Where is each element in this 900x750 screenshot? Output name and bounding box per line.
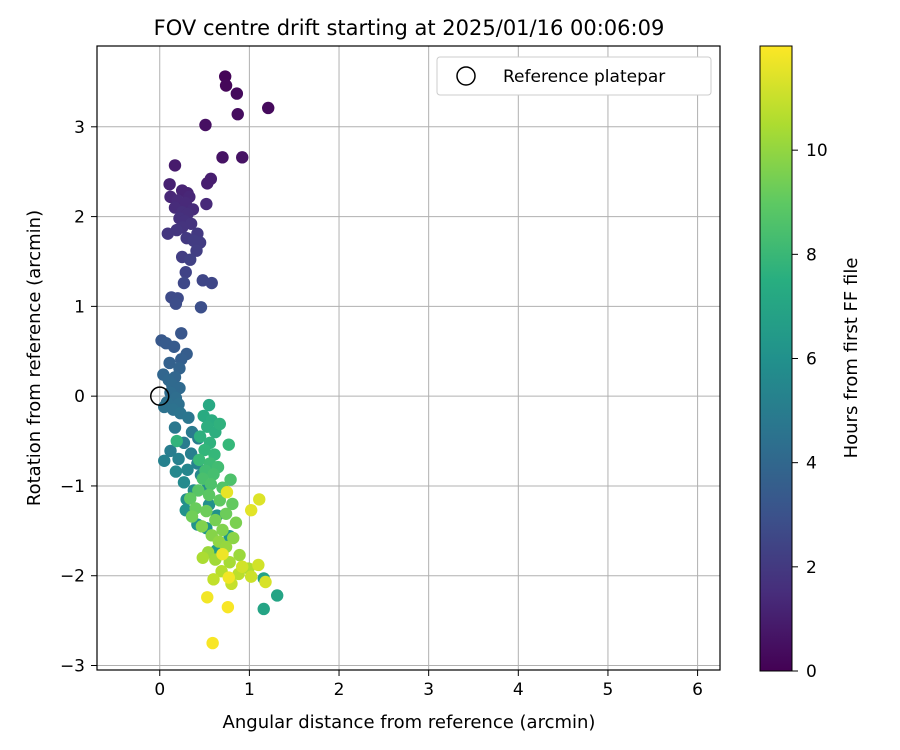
scatter-point (197, 552, 209, 564)
scatter-point (231, 87, 243, 99)
x-tick-label: 6 (692, 680, 703, 700)
x-tick-label: 1 (244, 680, 255, 700)
scatter-point (203, 489, 215, 501)
scatter-point (203, 399, 215, 411)
scatter-point (193, 454, 205, 466)
scatter-point (170, 297, 182, 309)
scatter-point (206, 277, 218, 289)
y-axis-ticks: −3 −2 −1 0 1 2 3 (60, 118, 97, 677)
scatter-point (169, 421, 181, 433)
scatter-point (245, 504, 257, 516)
scatter-point (216, 548, 228, 560)
x-axis-label: Angular distance from reference (arcmin) (223, 712, 596, 733)
colorbar-tick-label: 4 (806, 454, 817, 474)
y-tick-label: −3 (60, 657, 85, 677)
scatter-point (168, 341, 180, 353)
scatter-point (200, 198, 212, 210)
colorbar-tick-label: 0 (806, 662, 817, 682)
colorbar-label: Hours from first FF file (841, 258, 862, 459)
scatter-point (195, 301, 207, 313)
scatter-point (216, 524, 228, 536)
scatter-point (253, 493, 265, 505)
scatter-point (199, 119, 211, 131)
colorbar: 0 2 4 6 8 10 Hours from first FF file (760, 46, 862, 682)
y-tick-label: 1 (74, 297, 85, 317)
colorbar-tick-label: 6 (806, 350, 817, 370)
scatter-point (230, 517, 242, 529)
scatter-point (184, 253, 196, 265)
scatter-point (181, 464, 193, 476)
scatter-point (220, 79, 232, 91)
scatter-point (233, 549, 245, 561)
x-axis-ticks: 0 1 2 3 4 5 6 (154, 670, 703, 700)
colorbar-gradient (760, 46, 792, 671)
colorbar-tick-label: 10 (806, 141, 828, 161)
scatter-point (271, 589, 283, 601)
scatter-point (170, 465, 182, 477)
scatter-point (252, 559, 264, 571)
scatter-point (232, 108, 244, 120)
x-tick-label: 4 (513, 680, 524, 700)
scatter-point (220, 508, 232, 520)
scatter-point (216, 151, 228, 163)
scatter-point (259, 576, 271, 588)
scatter-point (245, 570, 257, 582)
scatter-point (162, 227, 174, 239)
scatter-point (196, 520, 208, 532)
scatter-point (258, 603, 270, 615)
scatter-point (209, 514, 221, 526)
scatter-point (169, 159, 181, 171)
scatter-point (262, 102, 274, 114)
scatter-point (206, 637, 218, 649)
scatter-point (178, 277, 190, 289)
scatter-point (200, 505, 212, 517)
scatter-point (221, 486, 233, 498)
scatter-point (158, 455, 170, 467)
scatter-point (201, 177, 213, 189)
scatter-point (223, 571, 235, 583)
scatter-point (207, 573, 219, 585)
scatter-point (236, 151, 248, 163)
y-axis-label: Rotation from reference (arcmin) (24, 210, 45, 506)
y-tick-label: −1 (60, 477, 85, 497)
colorbar-tick-label: 8 (806, 245, 817, 265)
scatter-point (236, 561, 248, 573)
scatter-point (171, 435, 183, 447)
scatter-point (201, 591, 213, 603)
legend-label: Reference platepar (503, 67, 665, 87)
data-points (155, 70, 283, 649)
chart-title: FOV centre drift starting at 2025/01/16 … (154, 16, 665, 40)
scatter-point (182, 412, 194, 424)
scatter-point (223, 438, 235, 450)
scatter-point (186, 510, 198, 522)
scatter-point (222, 601, 234, 613)
scatter-point (163, 178, 175, 190)
y-tick-label: 0 (74, 387, 85, 407)
scatter-point (178, 476, 190, 488)
x-tick-label: 2 (334, 680, 345, 700)
scatter-point (172, 453, 184, 465)
x-tick-label: 3 (423, 680, 434, 700)
scatter-point (180, 266, 192, 278)
x-tick-label: 0 (154, 680, 165, 700)
colorbar-ticks: 0 2 4 6 8 10 (792, 141, 828, 682)
y-tick-label: 2 (74, 208, 85, 228)
y-tick-label: 3 (74, 118, 85, 138)
scatter-point (214, 418, 226, 430)
colorbar-tick-label: 2 (806, 558, 817, 578)
scatter-point (175, 327, 187, 339)
legend: Reference platepar (437, 57, 711, 95)
y-tick-label: −2 (60, 567, 85, 587)
scatter-point (205, 478, 217, 490)
x-tick-label: 5 (603, 680, 614, 700)
